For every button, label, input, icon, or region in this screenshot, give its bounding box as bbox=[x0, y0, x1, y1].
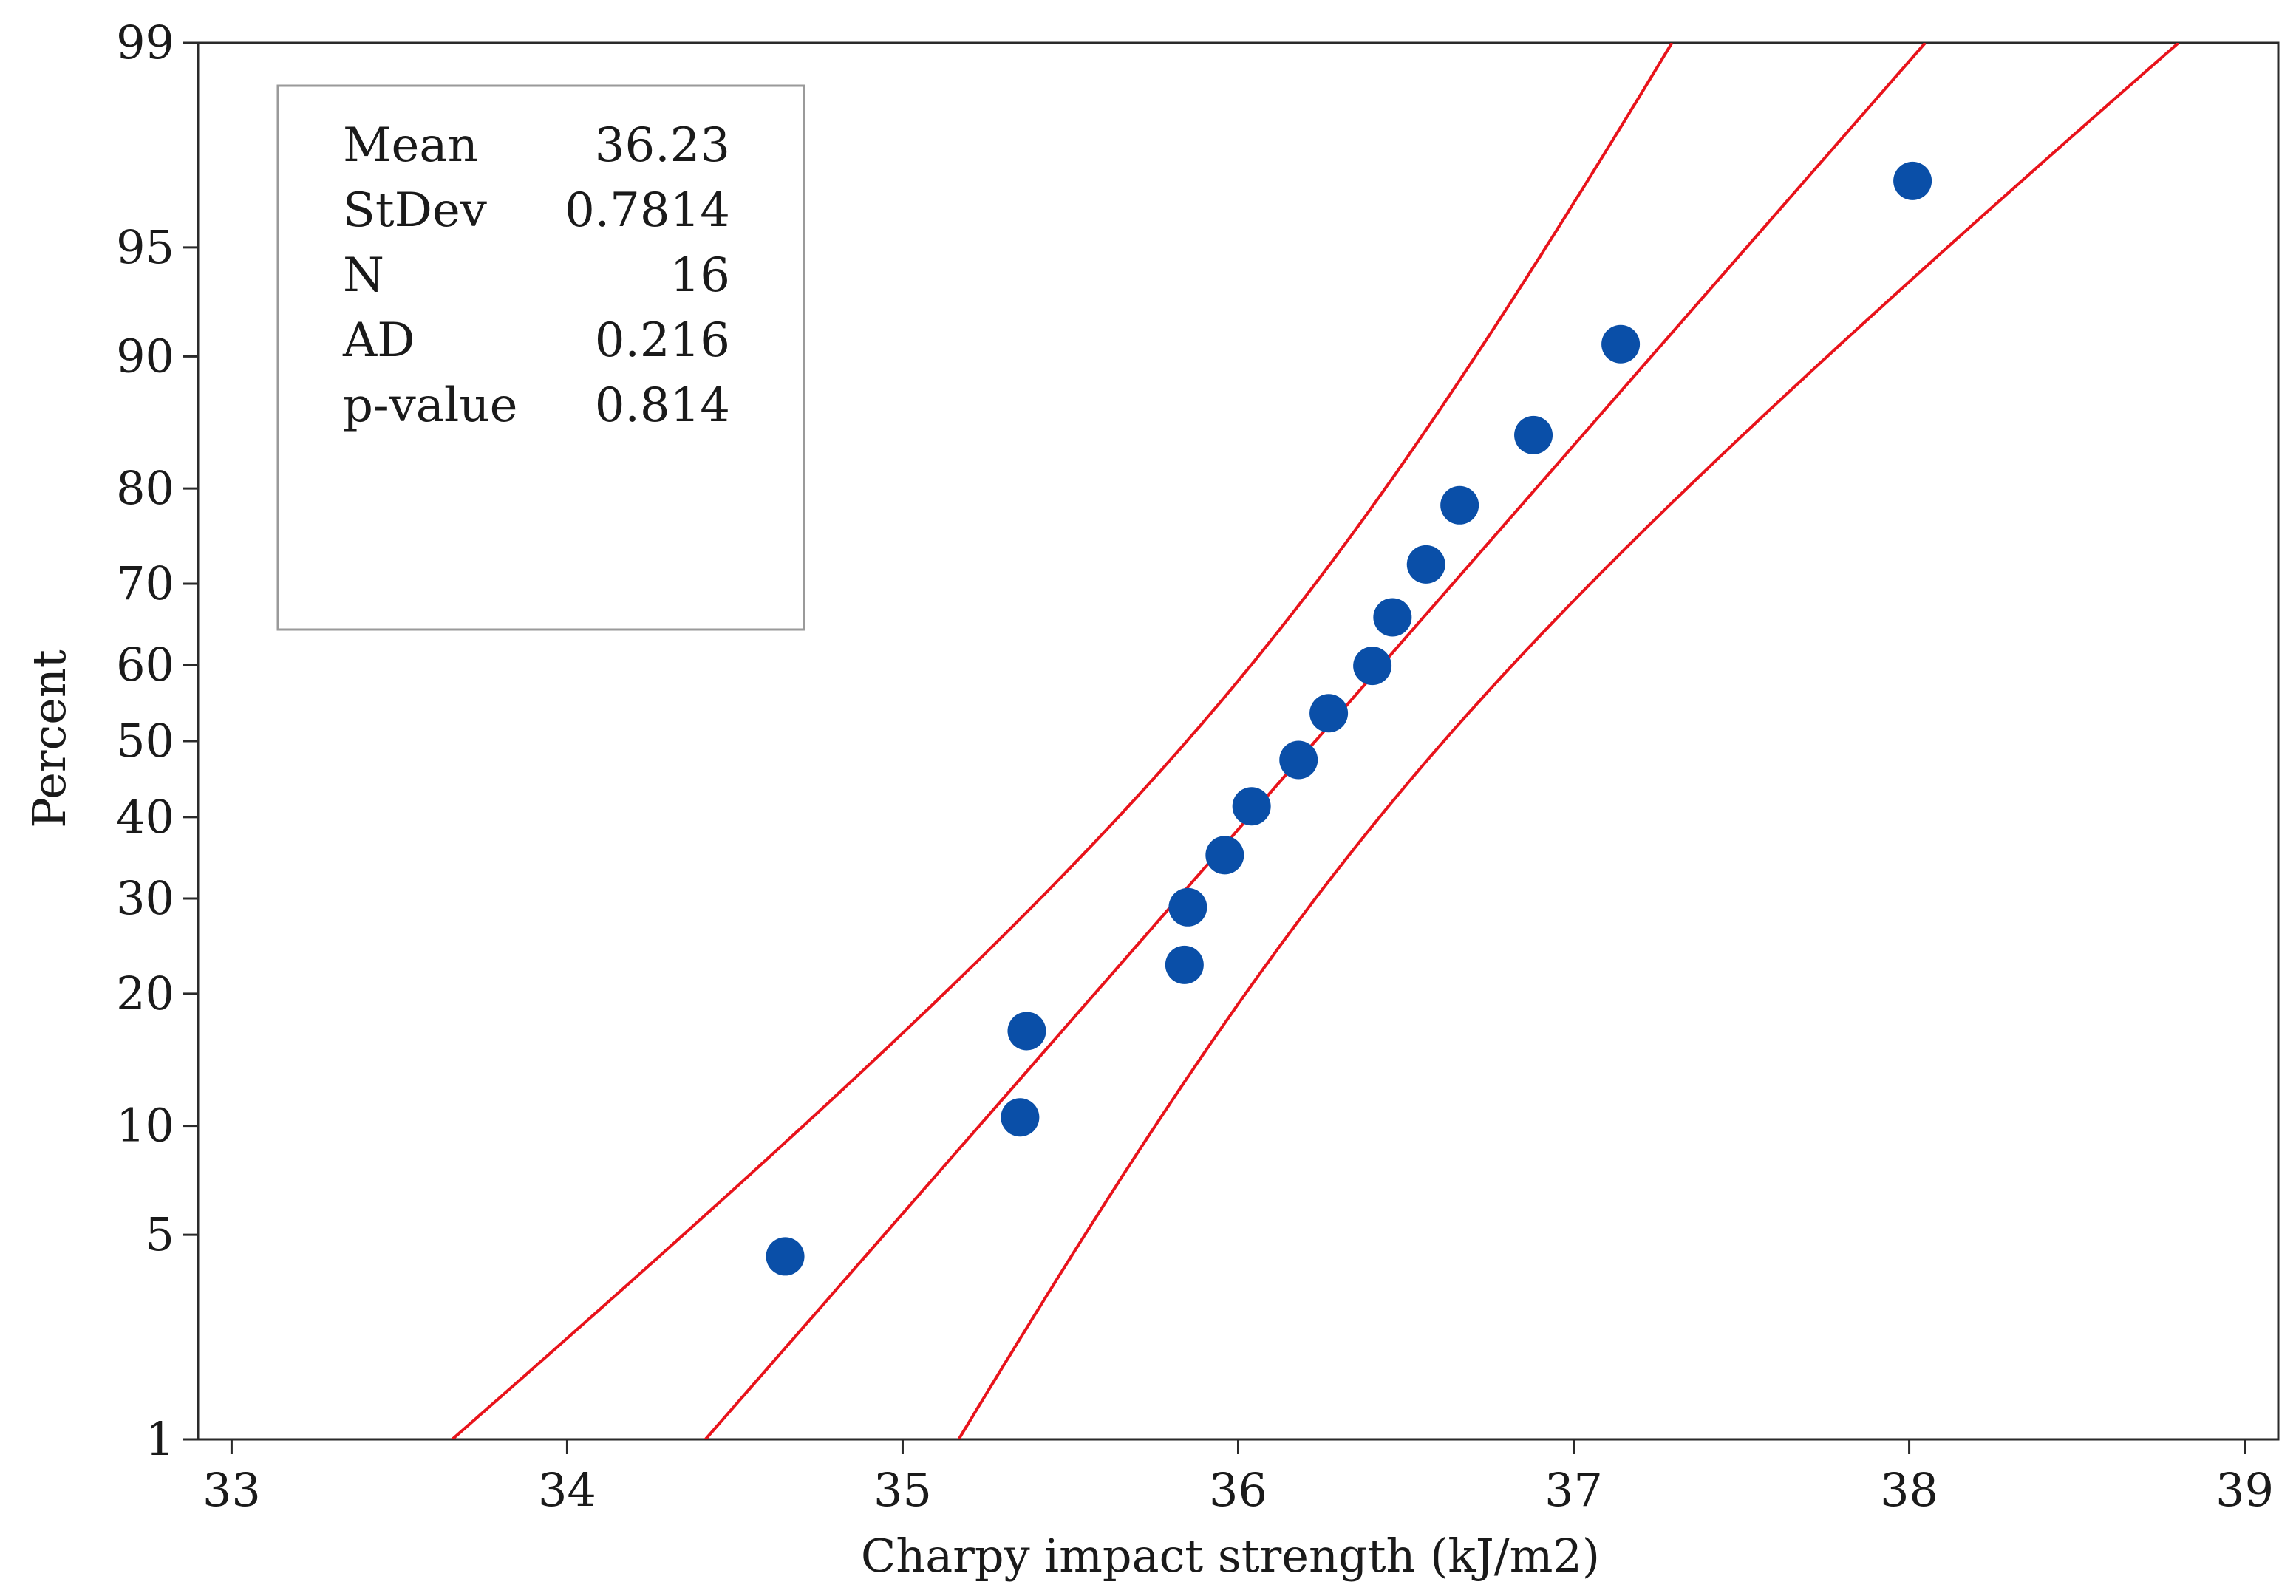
data-point bbox=[1165, 945, 1204, 984]
data-point bbox=[766, 1237, 805, 1276]
data-point bbox=[1373, 598, 1412, 637]
stat-label: p-value bbox=[343, 378, 517, 433]
fit-line bbox=[704, 43, 1927, 1439]
x-tick-label: 36 bbox=[1209, 1463, 1267, 1517]
plot-area bbox=[451, 43, 2180, 1439]
data-point bbox=[1440, 485, 1479, 525]
y-tick-label: 1 bbox=[146, 1412, 174, 1466]
y-tick-label: 70 bbox=[116, 556, 174, 610]
data-point bbox=[1001, 1098, 1040, 1137]
x-tick-label: 34 bbox=[538, 1463, 596, 1517]
x-tick-label: 33 bbox=[202, 1463, 261, 1517]
stats-legend-box: Mean 36.23 StDev 0.7814 N 16 AD 0.216 p-value 0.8… bbox=[276, 84, 805, 631]
stat-value: 0.7814 bbox=[565, 183, 730, 238]
data-point bbox=[1514, 415, 1553, 454]
stat-label: Mean bbox=[343, 118, 478, 173]
data-point bbox=[1168, 887, 1207, 927]
data-point bbox=[1406, 545, 1445, 584]
x-tick-label: 38 bbox=[1880, 1463, 1938, 1517]
stat-value: 0.814 bbox=[595, 378, 730, 433]
data-point bbox=[1205, 836, 1244, 875]
stats-box-frame bbox=[276, 84, 805, 631]
y-tick-label: 90 bbox=[116, 329, 174, 383]
stat-value: 16 bbox=[670, 248, 730, 303]
data-point bbox=[1279, 740, 1318, 780]
y-tick-label: 10 bbox=[116, 1099, 174, 1153]
stat-value: 0.216 bbox=[595, 313, 730, 368]
data-point bbox=[1353, 647, 1392, 686]
data-point bbox=[1893, 161, 1932, 200]
data-point bbox=[1309, 694, 1349, 733]
y-tick-label: 50 bbox=[116, 714, 174, 768]
stat-label: N bbox=[343, 248, 384, 303]
stat-label: StDev bbox=[343, 183, 487, 238]
data-point bbox=[1007, 1012, 1046, 1051]
y-axis-title: Percent bbox=[22, 649, 76, 828]
y-tick-label: 99 bbox=[116, 16, 174, 69]
y-tick-label: 40 bbox=[116, 790, 174, 844]
y-tick-label: 95 bbox=[116, 220, 174, 274]
stat-value: 36.23 bbox=[595, 118, 730, 173]
x-axis-title: Charpy impact strength (kJ/m2) bbox=[861, 1529, 1600, 1583]
confidence-band-lower bbox=[957, 43, 2180, 1439]
y-tick-label: 80 bbox=[116, 461, 174, 515]
x-tick-label: 37 bbox=[1544, 1463, 1603, 1517]
y-tick-label: 20 bbox=[116, 966, 174, 1020]
y-tick-label: 60 bbox=[116, 638, 174, 692]
x-tick-label: 39 bbox=[2215, 1463, 2274, 1517]
confidence-band-upper bbox=[451, 43, 1674, 1439]
x-tick-label: 35 bbox=[873, 1463, 932, 1517]
stat-label: AD bbox=[342, 313, 415, 368]
y-tick-label: 5 bbox=[146, 1207, 174, 1261]
y-tick-label: 30 bbox=[116, 871, 174, 925]
data-point bbox=[1232, 787, 1271, 826]
data-point bbox=[1601, 324, 1641, 364]
